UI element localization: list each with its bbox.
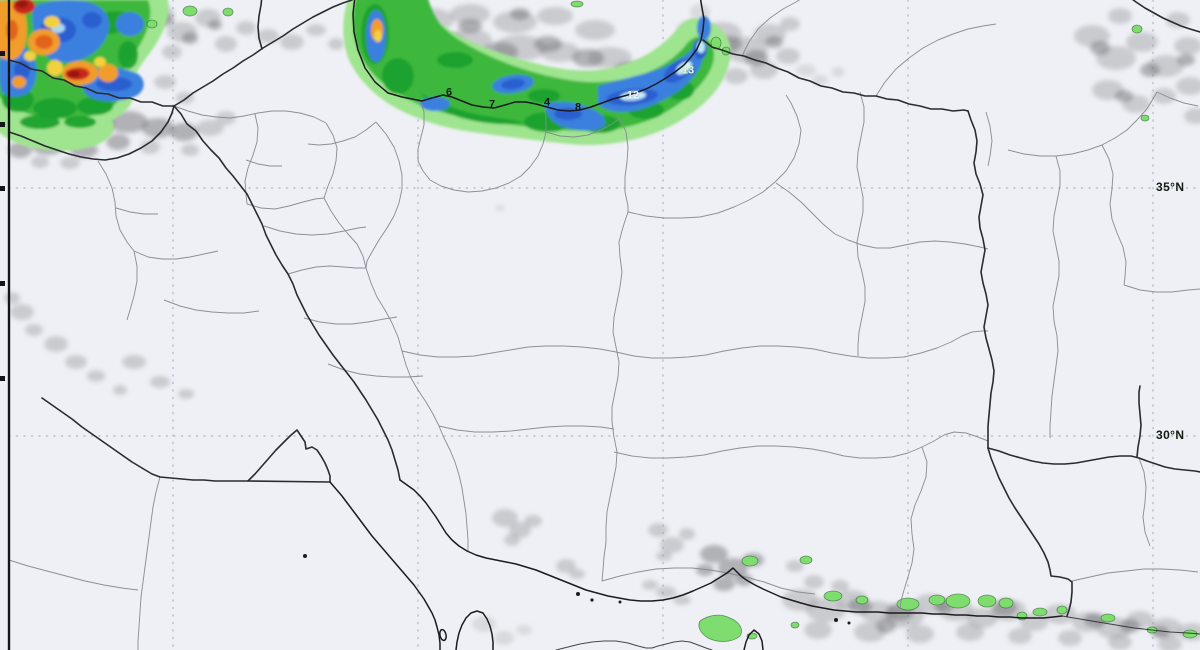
persian-gulf-coastline (399, 479, 1063, 619)
kuwait-border (247, 429, 331, 483)
latitude-label: 35°N (1156, 180, 1185, 194)
qatar-coastline (455, 610, 494, 650)
precip-value-label: 13 (681, 64, 695, 77)
qeshm-island-precip (698, 614, 742, 642)
precip-value-label: 8 (574, 101, 582, 114)
precip-value-label: 6 (445, 86, 453, 99)
edge-crop-mark (0, 51, 5, 56)
edge-crop-mark (0, 281, 5, 286)
arabian-coastline (329, 481, 441, 650)
gulf-islands (303, 554, 851, 625)
precipitation-layer (0, 0, 731, 151)
country-borders (8, 0, 1200, 650)
edge-crop-mark (0, 122, 5, 127)
precip-value-label: 7 (488, 98, 496, 111)
precip-value-label: 12 (626, 89, 640, 102)
province-borders (8, 0, 1200, 650)
edge-crop-mark (0, 376, 5, 381)
caspian-coastline (352, 0, 705, 112)
precip-value-label: 4 (543, 96, 551, 109)
latitude-label: 30°N (1156, 428, 1185, 442)
light-precip-flecks (146, 0, 1198, 642)
edge-crop-mark (0, 186, 5, 191)
bahrain-island (439, 628, 447, 642)
